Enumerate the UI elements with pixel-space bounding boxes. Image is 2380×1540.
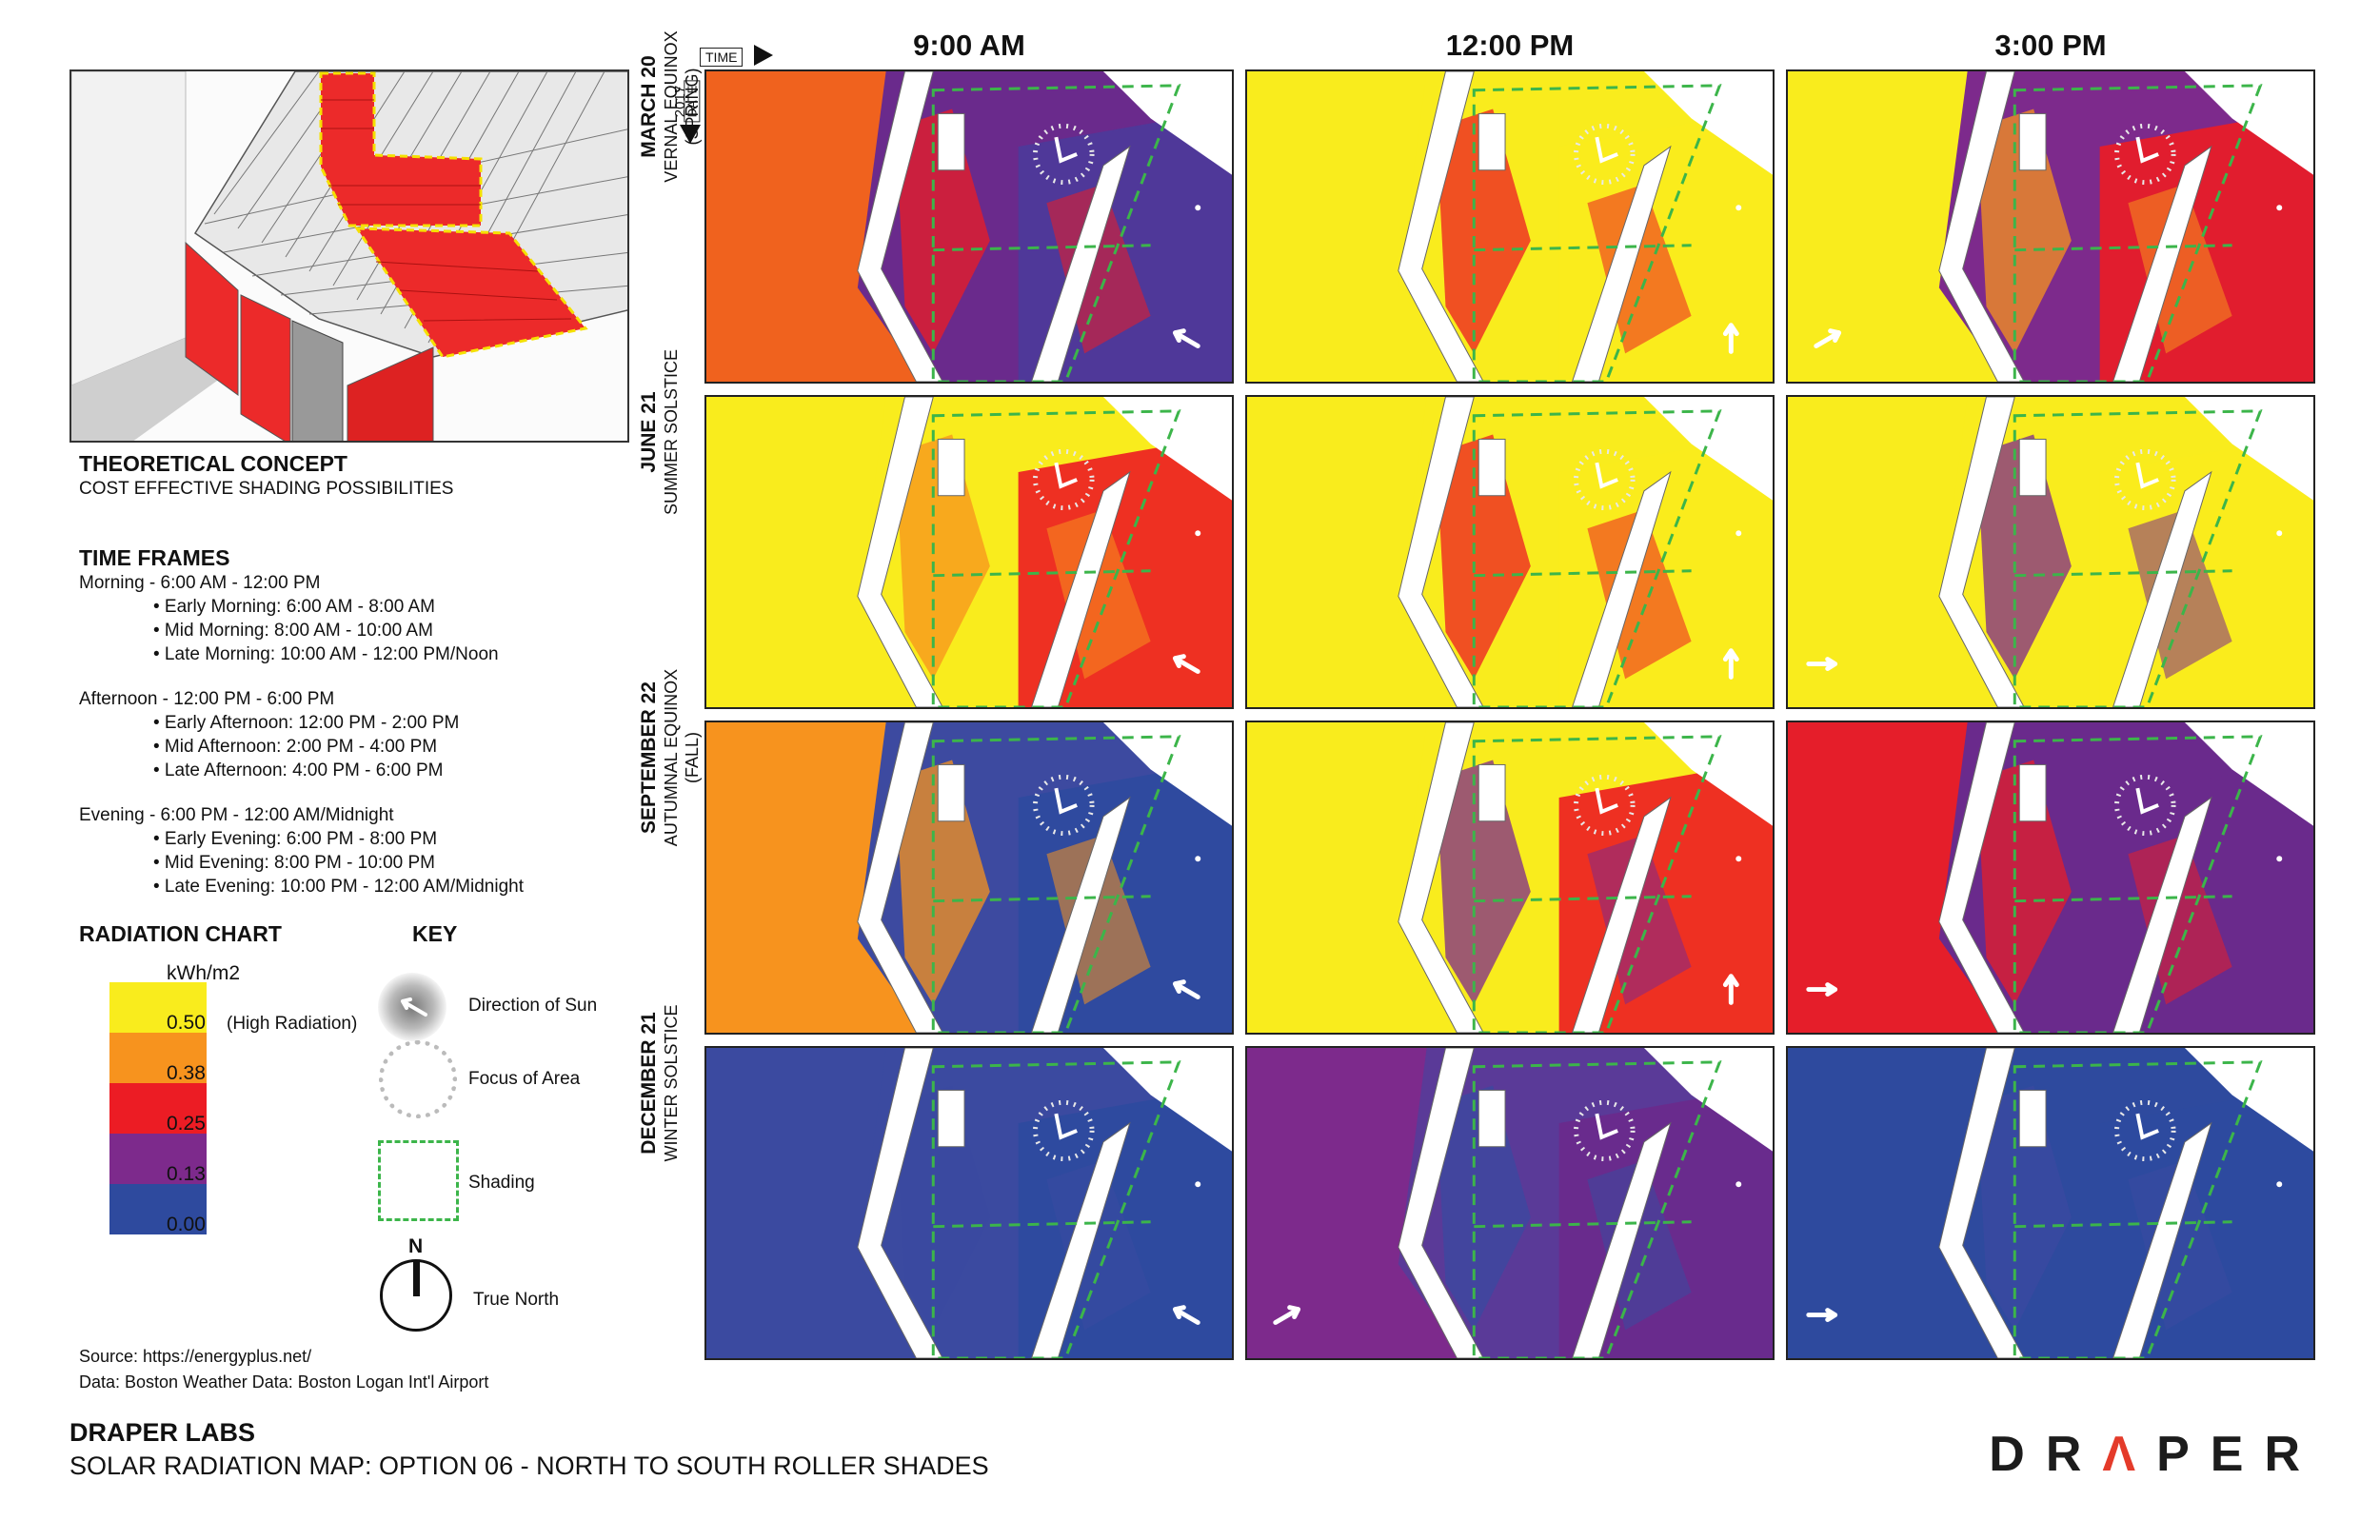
row-label: SEPTEMBER 22 AUTUMNAL EQUINOX (FALL) bbox=[638, 601, 712, 915]
draper-logo: DRΛPER bbox=[1989, 1426, 2321, 1483]
row-date: SEPTEMBER 22 bbox=[638, 681, 660, 834]
logo-text: DR bbox=[1989, 1427, 2103, 1482]
true-north-label: True North bbox=[473, 1290, 560, 1310]
legend-tick: 0.50 bbox=[167, 1012, 206, 1034]
radiation-map-panel bbox=[1786, 721, 2315, 1035]
legend-tick: 0.25 bbox=[167, 1113, 206, 1135]
legend-swatch bbox=[109, 1083, 207, 1134]
time-arrow-icon bbox=[754, 45, 773, 66]
time-axis-label: TIME bbox=[700, 48, 744, 67]
row-date: MARCH 20 bbox=[638, 55, 660, 158]
radiation-map-panel bbox=[704, 721, 1234, 1035]
legend-high-note: (High Radiation) bbox=[227, 1014, 358, 1034]
row-event: AUTUMNAL EQUINOX bbox=[662, 668, 681, 847]
legend-tick: 0.13 bbox=[167, 1163, 206, 1185]
shading-icon bbox=[378, 1140, 459, 1221]
morning-item: • Early Morning: 6:00 AM - 8:00 AM bbox=[153, 597, 436, 617]
column-header: 9:00 AM bbox=[913, 29, 1025, 62]
radiation-map-panel bbox=[1245, 1046, 1775, 1360]
sun-direction-label: Direction of Sun bbox=[468, 996, 598, 1016]
logo-text: PER bbox=[2156, 1427, 2321, 1482]
data-line: Data: Boston Weather Data: Boston Logan … bbox=[79, 1372, 489, 1392]
concept-image bbox=[69, 69, 629, 443]
concept-rendering bbox=[71, 71, 627, 441]
focus-area-icon bbox=[379, 1040, 457, 1118]
sun-direction-icon bbox=[378, 973, 446, 1041]
evening-item: • Mid Evening: 8:00 PM - 10:00 PM bbox=[153, 853, 436, 873]
row-extra: (FALL) bbox=[683, 731, 702, 784]
radiation-chart-title: RADIATION CHART bbox=[79, 921, 282, 946]
row-label: DECEMBER 21 WINTER SOLSTICE bbox=[638, 926, 712, 1240]
footer-subtitle: SOLAR RADIATION MAP: OPTION 06 - NORTH T… bbox=[69, 1451, 989, 1480]
north-letter: N bbox=[408, 1235, 424, 1257]
radiation-map-panel bbox=[1245, 395, 1775, 709]
radiation-map-panel bbox=[1786, 69, 2315, 384]
legend-swatch bbox=[109, 1033, 207, 1083]
key-title: KEY bbox=[412, 921, 458, 946]
afternoon-item: • Mid Afternoon: 2:00 PM - 4:00 PM bbox=[153, 737, 438, 757]
radiation-map-panel bbox=[1786, 1046, 2315, 1360]
legend-unit: kWh/m2 bbox=[167, 962, 241, 984]
concept-title: THEORETICAL CONCEPT bbox=[79, 451, 347, 476]
focus-area-label: Focus of Area bbox=[468, 1069, 581, 1089]
concept-subtitle: COST EFFECTIVE SHADING POSSIBILITIES bbox=[79, 479, 454, 499]
time-frames-title: TIME FRAMES bbox=[79, 545, 230, 570]
legend-swatch bbox=[109, 1184, 207, 1234]
legend-swatch bbox=[109, 982, 207, 1033]
time-frames-list: Morning - 6:00 AM - 12:00 PM • Early Mor… bbox=[79, 571, 524, 898]
evening-item: • Late Evening: 10:00 PM - 12:00 AM/Midn… bbox=[153, 877, 524, 897]
morning-item: • Late Morning: 10:00 AM - 12:00 PM/Noon bbox=[153, 644, 499, 664]
shading-label: Shading bbox=[468, 1173, 535, 1193]
row-label: JUNE 21 SUMMER SOLSTICE bbox=[638, 275, 712, 589]
column-header: 12:00 PM bbox=[1445, 29, 1575, 62]
legend-tick: 0.38 bbox=[167, 1062, 206, 1084]
logo-accent: Λ bbox=[2102, 1427, 2157, 1482]
row-event: SUMMER SOLSTICE bbox=[662, 348, 681, 516]
legend-swatch bbox=[109, 1134, 207, 1184]
column-header: 3:00 PM bbox=[1994, 29, 2107, 62]
morning-label: Morning - 6:00 AM - 12:00 PM bbox=[79, 573, 321, 593]
radiation-map-panel bbox=[1245, 721, 1775, 1035]
legend-tick: 0.00 bbox=[167, 1214, 206, 1235]
afternoon-label: Afternoon - 12:00 PM - 6:00 PM bbox=[79, 689, 335, 709]
morning-item: • Mid Morning: 8:00 AM - 10:00 AM bbox=[153, 621, 433, 641]
row-event: WINTER SOLSTICE bbox=[662, 1004, 681, 1162]
source-line: Source: https://energyplus.net/ bbox=[79, 1347, 312, 1366]
evening-label: Evening - 6:00 PM - 12:00 AM/Midnight bbox=[79, 805, 394, 825]
afternoon-item: • Early Afternoon: 12:00 PM - 2:00 PM bbox=[153, 713, 460, 733]
date-arrow-icon bbox=[680, 125, 701, 144]
evening-item: • Early Evening: 6:00 PM - 8:00 PM bbox=[153, 829, 438, 849]
radiation-map-panel bbox=[704, 1046, 1234, 1360]
radiation-map-panel bbox=[1786, 395, 2315, 709]
footer-title: DRAPER LABS bbox=[69, 1418, 256, 1447]
row-date: DECEMBER 21 bbox=[638, 1012, 660, 1155]
row-label: MARCH 20 VERNAL EQUINOX (SPRING) bbox=[638, 0, 712, 264]
radiation-map-panel bbox=[704, 395, 1234, 709]
row-extra: (SPRING) bbox=[683, 68, 702, 146]
row-event: VERNAL EQUINOX bbox=[662, 30, 681, 183]
afternoon-item: • Late Afternoon: 4:00 PM - 6:00 PM bbox=[153, 760, 444, 780]
true-north-icon bbox=[380, 1259, 452, 1332]
radiation-map-panel bbox=[704, 69, 1234, 384]
row-date: JUNE 21 bbox=[638, 391, 660, 473]
radiation-map-panel bbox=[1245, 69, 1775, 384]
